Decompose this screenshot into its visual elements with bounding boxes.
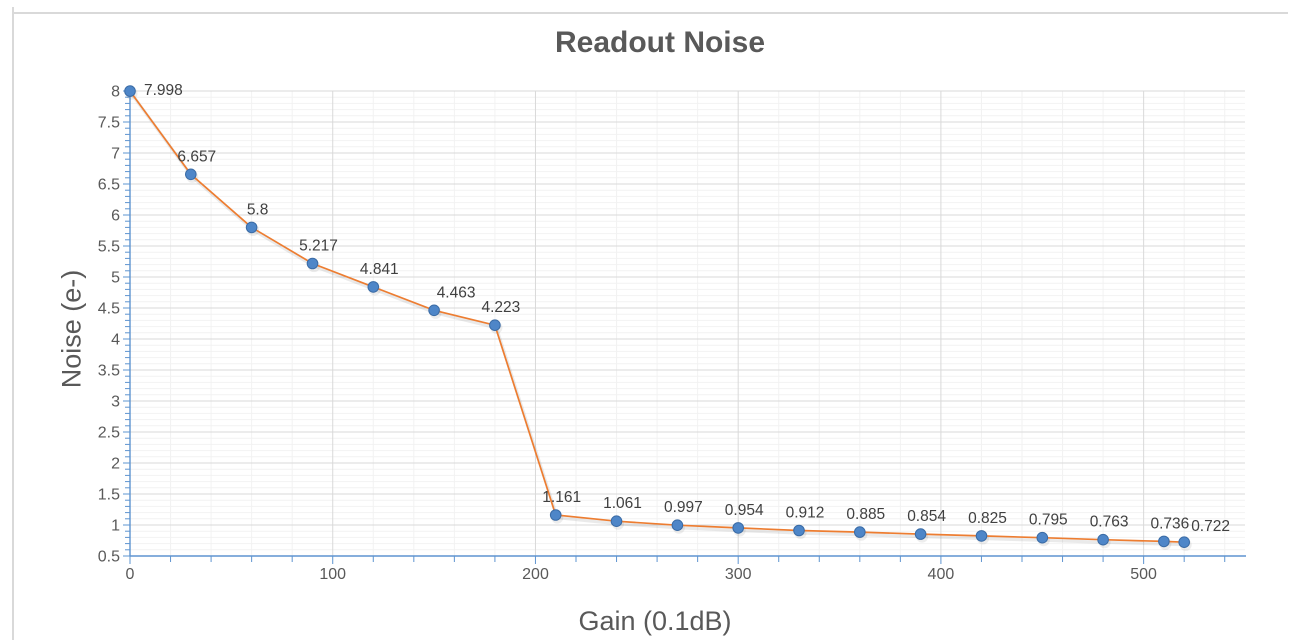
- major-gridlines: [130, 90, 1245, 556]
- data-point-marker: [1158, 535, 1170, 548]
- data-point-marker: [428, 304, 440, 317]
- data-point-label: 0.736: [1151, 515, 1190, 532]
- data-point-marker: [367, 281, 380, 293]
- x-axis-tick-label: 100: [319, 566, 346, 583]
- series: [124, 85, 1190, 549]
- data-point-label: 4.841: [360, 261, 399, 278]
- data-point-label: 0.825: [968, 510, 1007, 527]
- data-point-label: 6.657: [177, 148, 216, 165]
- data-point-label: 5.217: [299, 238, 338, 255]
- chart-border-top: [12, 12, 1288, 14]
- data-point-label: 0.997: [664, 499, 703, 516]
- minor-gridlines: [130, 91, 1245, 556]
- y-axis-tick-label: 7: [111, 146, 120, 163]
- x-axis-tick-label: 500: [1130, 566, 1157, 583]
- axis-ticks: [123, 90, 1226, 564]
- data-point-label: 0.854: [907, 508, 946, 525]
- x-axis-tick-label: 200: [522, 566, 549, 583]
- data-point-marker: [306, 257, 319, 270]
- data-point-marker: [124, 85, 136, 97]
- x-axis-tick-label: 300: [725, 566, 752, 583]
- y-axis-tick-label: 0.5: [98, 549, 120, 566]
- data-point-label: 0.795: [1029, 512, 1068, 529]
- data-point-marker: [610, 515, 623, 528]
- data-point-marker: [793, 524, 805, 537]
- y-axis-tick-label: 5.5: [98, 239, 120, 256]
- data-point-label: 0.885: [846, 506, 885, 523]
- data-point-label: 0.912: [786, 505, 825, 522]
- data-point-label: 5.8: [247, 201, 269, 218]
- data-point-label: 1.161: [542, 489, 581, 506]
- y-axis-tick-label: 4: [111, 332, 120, 349]
- y-axis-tick-label: 1: [111, 518, 120, 535]
- data-point-label: 7.998: [144, 82, 183, 99]
- data-point-marker: [1097, 533, 1109, 546]
- axes: [129, 91, 1246, 557]
- y-axis-tick-label: 3.5: [98, 363, 120, 380]
- data-point-marker: [975, 530, 988, 542]
- x-axis-tick-label: 0: [126, 566, 135, 583]
- y-axis-tick-label: 1.5: [98, 487, 120, 504]
- y-axis-tick-label: 8: [111, 84, 120, 101]
- data-point-marker: [854, 526, 866, 538]
- data-point-marker: [914, 528, 927, 540]
- data-labels: 7.998 6.657 5.8 5.217 4.841 4.463 4.223 1.161 1.…: [144, 82, 1230, 535]
- data-point-label: 4.463: [437, 284, 476, 301]
- data-point-marker: [245, 221, 258, 234]
- y-axis-tick-label: 2: [111, 456, 120, 473]
- axis-tick-labels: 0 100 200 300 400 500 8 7.5 7 6.5 6 5.5 5 4.5 4 3.5 3 2.5…: [98, 84, 1157, 584]
- data-point-label: 4.223: [482, 299, 521, 316]
- x-axis-title: Gain (0.1dB): [578, 606, 732, 636]
- y-axis-tick-label: 6: [111, 208, 120, 225]
- data-point-label: 1.061: [603, 495, 642, 512]
- data-point-label: 0.722: [1191, 518, 1230, 535]
- y-axis-tick-label: 2.5: [98, 425, 120, 442]
- data-point-marker: [732, 522, 745, 534]
- y-axis-tick-label: 3: [111, 394, 120, 411]
- y-axis-tick-label: 5: [111, 270, 120, 287]
- data-point-label: 0.763: [1090, 514, 1129, 531]
- data-point-marker: [671, 519, 684, 532]
- y-axis-tick-label: 4.5: [98, 301, 120, 318]
- data-point-marker: [549, 509, 562, 521]
- x-axis-tick-label: 400: [928, 566, 955, 583]
- data-point-label: 0.954: [725, 502, 764, 519]
- y-axis-tick-label: 6.5: [98, 177, 120, 194]
- chart-title: Readout Noise: [554, 26, 766, 59]
- data-point-marker: [1178, 536, 1190, 549]
- chart-border-left: [12, 7, 14, 640]
- data-point-marker: [185, 168, 197, 181]
- data-point-marker: [1036, 531, 1049, 544]
- data-point-marker: [489, 319, 501, 332]
- y-axis-tick-label: 7.5: [98, 115, 120, 132]
